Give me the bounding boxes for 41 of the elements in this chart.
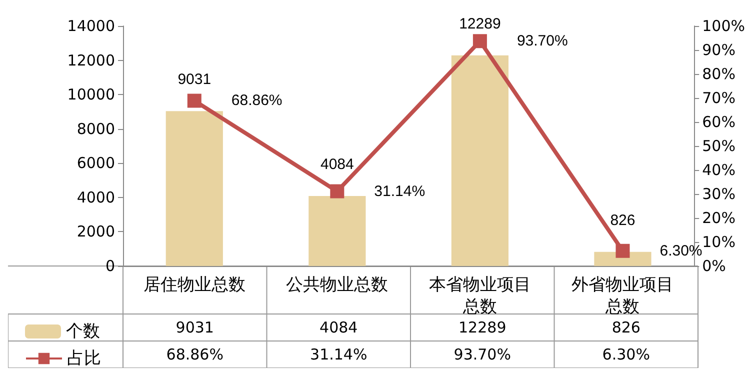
y2-tick-label: 30% (702, 185, 736, 203)
data-label: 9031 (176, 318, 214, 336)
x-tick-label: 居住物业总数 (143, 275, 246, 295)
text: 6.30% (660, 242, 702, 260)
y-tick-label: 2000 (76, 222, 115, 241)
x-tick-label: 本省物业项目总数 (428, 275, 531, 317)
text: 68.86% (231, 92, 282, 110)
text: 826 (610, 212, 636, 229)
data-label: 12289 (458, 318, 506, 336)
legend-label: 个数 (66, 322, 100, 342)
y2-tick-label: 50% (702, 137, 736, 155)
y-tick-label: 8000 (76, 120, 115, 138)
legend-label: 占比 (67, 348, 101, 368)
y2-tick-label: 20% (702, 209, 736, 227)
y2-tick-label: 100% (702, 17, 746, 35)
text: 93.70% (516, 32, 568, 50)
y2-tick-label: 60% (702, 113, 736, 131)
y2-tick-label: 80% (702, 65, 736, 83)
text: 12289 (459, 15, 501, 32)
y2-tick-label: 40% (702, 161, 736, 179)
x-tick-label: 外省物业项目总数 (572, 275, 674, 317)
x-tick-label: 公共物业总数 (286, 275, 388, 295)
data-label: 826 (612, 318, 640, 336)
text: 31.14% (374, 182, 426, 200)
data-label: 6.30% (602, 346, 650, 364)
y-tick-label: 12000 (67, 51, 115, 70)
text: 4084 (320, 156, 354, 173)
y2-tick-label: 10% (702, 233, 736, 251)
y-tick-label: 4000 (76, 188, 115, 206)
y-tick-label: 0 (105, 257, 115, 275)
data-label: 68.86% (166, 346, 224, 364)
y2-tick-label: 70% (702, 89, 736, 107)
y-tick-label: 10000 (67, 86, 115, 104)
y-tick-label: 14000 (67, 17, 115, 35)
y2-tick-label: 0% (702, 257, 726, 275)
y2-tick-label: 90% (702, 41, 736, 59)
y-tick-label: 6000 (76, 154, 115, 172)
text: 9031 (178, 71, 212, 88)
data-label: 4084 (320, 318, 358, 336)
data-label: 93.70% (454, 346, 511, 364)
data-label: 31.14% (310, 346, 368, 364)
